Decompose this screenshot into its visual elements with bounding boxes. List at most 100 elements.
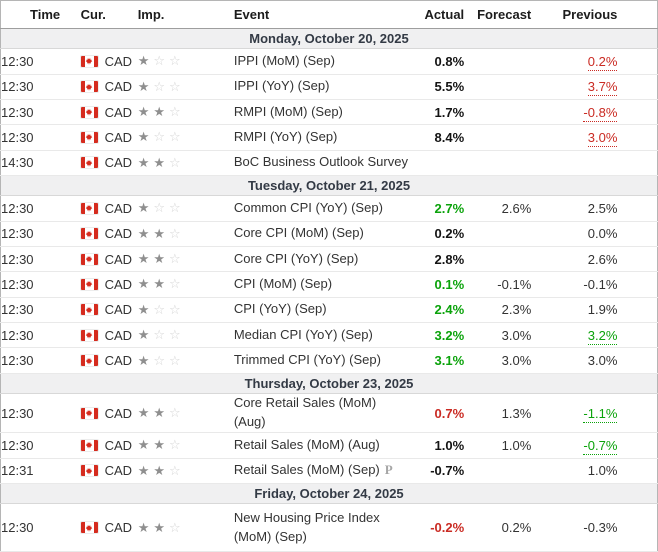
event-name[interactable]: Trimmed CPI (YoY) (Sep) xyxy=(233,352,381,368)
canada-flag-icon xyxy=(80,329,98,341)
event-row: 12:30 CAD ★☆☆ Trimmed CPI (YoY) (Sep) 3.1% 3.… xyxy=(0,347,658,374)
star-empty-icon: ☆ xyxy=(153,129,169,145)
canada-flag-icon xyxy=(80,522,98,534)
importance-stars: ★☆☆ xyxy=(138,353,185,368)
event-time: 12:30 xyxy=(0,124,81,151)
forecast-value xyxy=(464,99,532,126)
currency-code: CAD xyxy=(104,53,133,69)
row-spacer xyxy=(617,99,658,126)
star-filled-icon: ★ xyxy=(137,352,154,368)
star-filled-icon: ★ xyxy=(153,154,169,170)
importance-cell: ★☆☆ xyxy=(137,322,234,349)
column-header-actual: Actual xyxy=(409,0,465,29)
event-cell: Median CPI (YoY) (Sep) xyxy=(233,322,410,349)
event-cell: Retail Sales (MoM) (Sep) P xyxy=(233,458,410,484)
importance-stars: ★☆☆ xyxy=(138,302,185,317)
event-name[interactable]: Retail Sales (MoM) (Aug) xyxy=(233,436,380,452)
event-time: 12:30 xyxy=(0,297,81,324)
event-name[interactable]: Common CPI (YoY) (Sep) xyxy=(233,200,383,216)
importance-stars: ★★☆ xyxy=(138,251,185,266)
actual-value: 3.1% xyxy=(409,347,465,374)
importance-stars: ★☆☆ xyxy=(138,129,185,144)
importance-cell: ★☆☆ xyxy=(137,297,234,324)
event-row: 12:30 CAD ★★☆ Core CPI (YoY) (Sep) 2.8% 2.6% xyxy=(0,246,658,273)
event-name[interactable]: RMPI (YoY) (Sep) xyxy=(233,129,338,145)
event-name[interactable]: IPPI (MoM) (Sep) xyxy=(233,53,335,69)
importance-stars: ★☆☆ xyxy=(138,79,185,94)
currency-cell: CAD xyxy=(80,322,138,349)
actual-value: 1.7% xyxy=(409,99,465,126)
star-empty-icon: ☆ xyxy=(169,251,185,267)
previous-value xyxy=(531,150,618,177)
event-name[interactable]: New Housing Price Index (MoM) (Sep) xyxy=(233,509,380,544)
canada-flag-icon xyxy=(80,355,98,367)
event-name[interactable]: BoC Business Outlook Survey xyxy=(233,154,408,170)
actual-value xyxy=(409,150,465,177)
currency-code: CAD xyxy=(104,79,133,95)
forecast-value: 3.0% xyxy=(464,322,532,349)
star-filled-icon: ★ xyxy=(137,104,154,120)
currency-cell: CAD xyxy=(80,150,138,177)
event-name[interactable]: Median CPI (YoY) (Sep) xyxy=(233,326,373,342)
star-filled-icon: ★ xyxy=(137,437,154,453)
actual-value: 1.0% xyxy=(409,432,465,459)
currency-cell: CAD xyxy=(80,99,138,126)
actual-value: 2.7% xyxy=(409,195,465,222)
currency-cell: CAD xyxy=(80,503,138,552)
event-cell: New Housing Price Index (MoM) (Sep) xyxy=(233,503,410,552)
event-time: 12:30 xyxy=(0,503,81,552)
event-name[interactable]: CPI (YoY) (Sep) xyxy=(233,301,327,317)
importance-cell: ★★☆ xyxy=(137,246,234,273)
event-name[interactable]: IPPI (YoY) (Sep) xyxy=(233,78,330,94)
currency-cell: CAD xyxy=(80,48,138,75)
star-empty-icon: ☆ xyxy=(169,200,185,216)
event-time: 12:30 xyxy=(0,271,81,298)
star-filled-icon: ★ xyxy=(153,462,169,478)
canada-flag-icon xyxy=(80,157,98,169)
star-filled-icon: ★ xyxy=(153,519,169,535)
star-filled-icon: ★ xyxy=(137,327,154,343)
star-filled-icon: ★ xyxy=(137,225,154,241)
canada-flag-icon xyxy=(80,202,98,214)
star-filled-icon: ★ xyxy=(137,405,154,421)
event-name[interactable]: CPI (MoM) (Sep) xyxy=(233,276,333,292)
forecast-value: -0.1% xyxy=(464,271,532,298)
event-time: 14:30 xyxy=(0,150,81,177)
row-spacer xyxy=(617,124,658,151)
event-name[interactable]: Retail Sales (MoM) (Sep) xyxy=(233,462,380,478)
date-section-row: Thursday, October 23, 2025 xyxy=(0,372,658,394)
event-row: 12:30 CAD ★★☆ Core Retail Sales (MoM) (Aug)… xyxy=(0,393,658,434)
event-cell: Core CPI (YoY) (Sep) xyxy=(233,246,410,273)
event-name[interactable]: Core CPI (YoY) (Sep) xyxy=(233,250,359,266)
event-name[interactable]: RMPI (MoM) (Sep) xyxy=(233,103,343,119)
row-spacer xyxy=(617,48,658,75)
event-cell: CPI (YoY) (Sep) xyxy=(233,297,410,324)
event-cell: IPPI (YoY) (Sep) xyxy=(233,74,410,100)
row-spacer xyxy=(617,322,658,349)
importance-cell: ★☆☆ xyxy=(137,48,234,75)
actual-value: 8.4% xyxy=(409,124,465,151)
actual-value: -0.2% xyxy=(409,503,465,552)
event-name[interactable]: Core Retail Sales (MoM) (Aug) xyxy=(233,395,377,430)
star-empty-icon: ☆ xyxy=(153,327,169,343)
currency-code: CAD xyxy=(104,155,133,171)
event-row: 12:30 CAD ★☆☆ CPI (YoY) (Sep) 2.4% 2.3% 1.9% xyxy=(0,297,658,324)
event-time: 12:30 xyxy=(0,74,81,100)
date-section-row: Monday, October 20, 2025 xyxy=(0,27,658,50)
forecast-value: 3.0% xyxy=(464,347,532,374)
currency-cell: CAD xyxy=(80,246,138,273)
column-header-event: Event xyxy=(233,0,410,29)
currency-code: CAD xyxy=(104,104,133,120)
currency-cell: CAD xyxy=(80,458,138,484)
event-cell: Core CPI (MoM) (Sep) xyxy=(233,221,410,247)
currency-code: CAD xyxy=(104,200,133,216)
column-header-row: Time Cur. Imp. Event Actual Forecast Pre… xyxy=(0,0,658,29)
event-name[interactable]: Core CPI (MoM) (Sep) xyxy=(233,225,364,241)
actual-value: 2.8% xyxy=(409,246,465,273)
star-empty-icon: ☆ xyxy=(169,519,185,535)
importance-cell: ★★☆ xyxy=(137,393,234,434)
event-cell: BoC Business Outlook Survey xyxy=(233,150,410,177)
canada-flag-icon xyxy=(80,304,98,316)
forecast-value: 2.3% xyxy=(464,297,532,324)
